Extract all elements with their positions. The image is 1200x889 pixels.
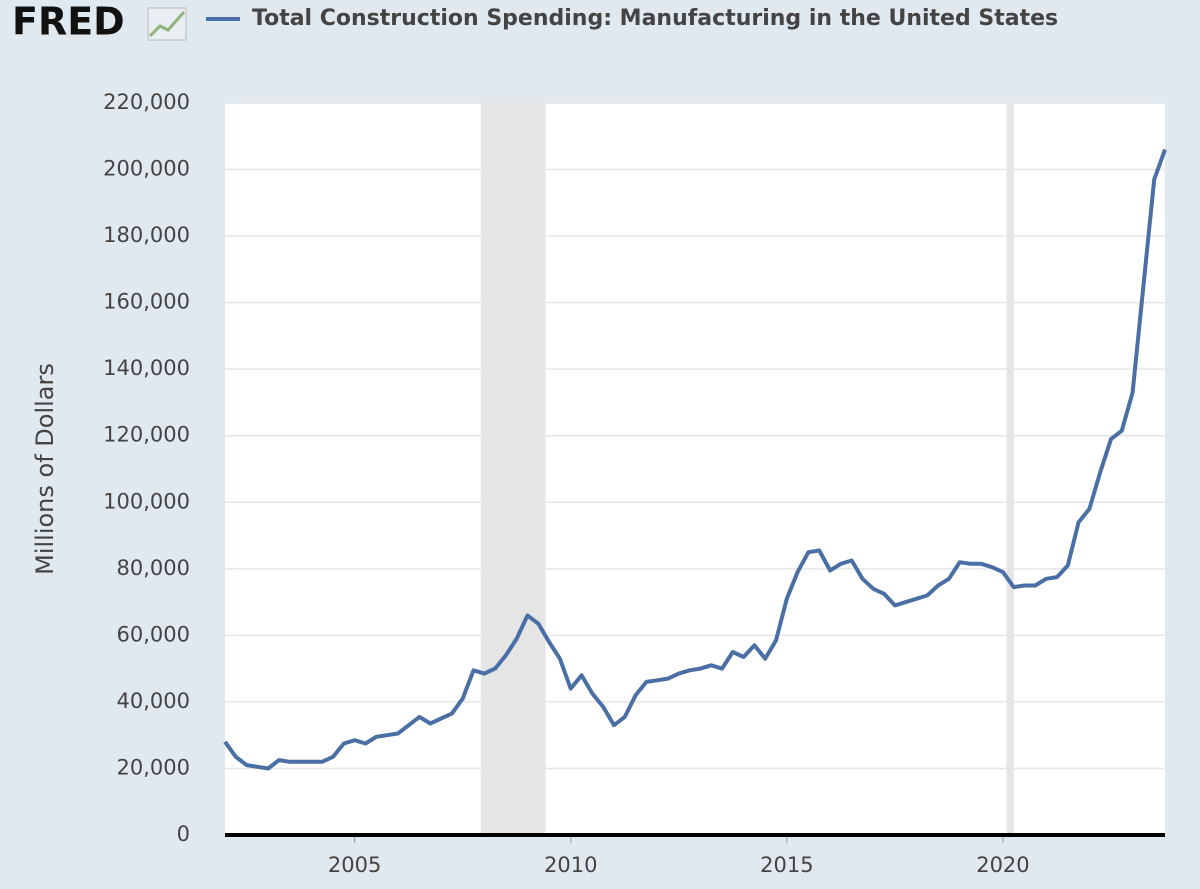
recession-band — [1006, 103, 1014, 835]
data-line — [223, 148, 1167, 771]
y-axis-label: Millions of Dollars — [31, 363, 59, 575]
x-tick-label: 2010 — [544, 853, 597, 877]
y-tick-label: 0 — [177, 822, 190, 846]
y-tick-label: 200,000 — [103, 157, 190, 181]
x-tick-label: 2015 — [760, 853, 813, 877]
y-tick-label: 100,000 — [103, 489, 190, 513]
chart-title: Total Construction Spending: Manufacturi… — [252, 6, 1058, 31]
x-tick-label: 2005 — [328, 853, 381, 877]
y-tick-label: 220,000 — [103, 90, 190, 114]
logo-icon — [147, 7, 187, 41]
y-tick-label: 140,000 — [103, 356, 190, 380]
y-tick-label: 20,000 — [117, 755, 190, 779]
x-tick-label: 2020 — [976, 853, 1029, 877]
y-tick-label: 120,000 — [103, 423, 190, 447]
recession-band — [480, 103, 546, 835]
y-tick-label: 180,000 — [103, 223, 190, 247]
plot-area — [225, 103, 1165, 835]
y-tick-label: 60,000 — [117, 622, 190, 646]
y-tick-label: 40,000 — [117, 689, 190, 713]
brand-logo: FRED — [12, 0, 125, 44]
y-tick-label: 160,000 — [103, 290, 190, 314]
y-tick-label: 80,000 — [117, 556, 190, 580]
